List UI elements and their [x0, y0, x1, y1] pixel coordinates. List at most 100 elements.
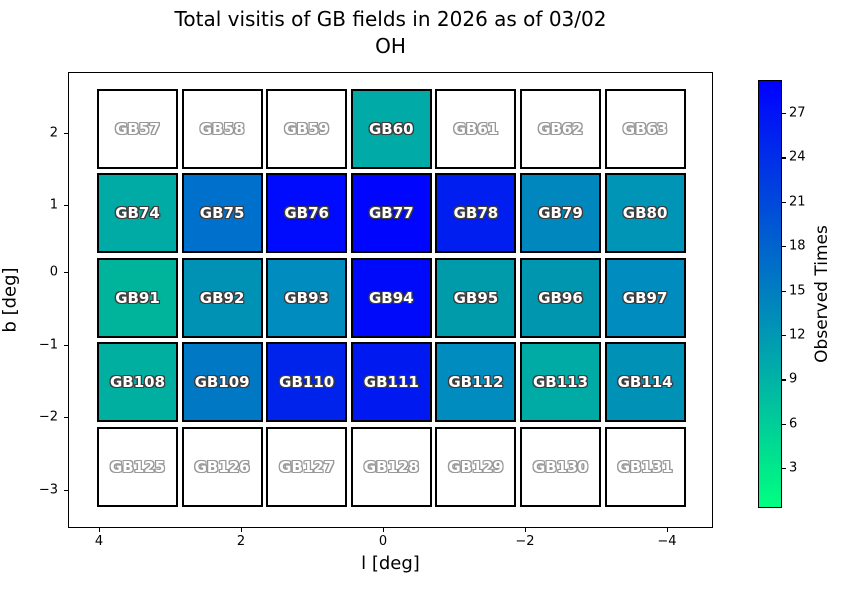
field-cell-label: GB74 — [115, 204, 160, 223]
colorbar-tick-label: 27 — [789, 105, 806, 121]
field-cell-label: GB63 — [622, 120, 668, 138]
colorbar-tick-label: 21 — [789, 194, 806, 210]
field-cell-GB80: GB80 — [604, 173, 686, 254]
x-axis-label: l [deg] — [361, 553, 420, 574]
field-cell-GB128: GB128 — [350, 426, 432, 507]
y-tick-mark — [64, 272, 68, 274]
colorbar-tick-mark — [782, 334, 786, 337]
field-cell-GB62: GB62 — [520, 89, 601, 169]
field-cell-label: GB78 — [453, 204, 499, 223]
field-cell-label: GB94 — [368, 288, 414, 307]
colorbar-tick-mark — [782, 201, 786, 204]
field-cell-GB76: GB76 — [266, 173, 348, 254]
y-tick-label: 1 — [49, 197, 58, 213]
chart-title: Total visitis of GB fields in 2026 as of… — [174, 7, 607, 31]
field-cell-GB129: GB129 — [435, 426, 517, 507]
y-tick-mark — [64, 133, 68, 135]
field-cell-label: GB129 — [448, 457, 504, 476]
field-cell-label: GB93 — [284, 288, 329, 307]
x-tick-mark — [383, 528, 385, 532]
colorbar-tick-mark — [782, 468, 786, 470]
field-cell-label: GB75 — [199, 204, 245, 223]
y-tick-mark — [64, 345, 68, 347]
field-cell-label: GB58 — [199, 120, 245, 138]
field-cell-GB97: GB97 — [604, 257, 686, 338]
field-cell-label: GB57 — [115, 120, 160, 138]
field-cell-label: GB60 — [368, 120, 414, 138]
field-cell-GB57: GB57 — [97, 89, 178, 169]
x-tick-mark — [241, 528, 243, 532]
field-cell-label: GB131 — [617, 457, 673, 476]
field-cell-GB60: GB60 — [350, 89, 432, 169]
field-cell-label: GB130 — [532, 457, 589, 476]
colorbar-tick-label: 24 — [789, 149, 806, 165]
colorbar-label: Observed Times — [812, 225, 832, 363]
field-cell-GB78: GB78 — [435, 173, 517, 254]
field-cell-GB92: GB92 — [181, 257, 263, 338]
field-cell-GB109: GB109 — [181, 342, 263, 423]
title-block: Total visitis of GB fields in 2026 as of… — [68, 6, 713, 60]
field-cell-GB112: GB112 — [435, 342, 517, 423]
x-tick-label: −2 — [515, 534, 535, 549]
field-cell-label: GB91 — [115, 288, 160, 307]
field-cell-GB130: GB130 — [520, 426, 601, 507]
y-tick-label: −2 — [38, 409, 58, 425]
field-cell-GB77: GB77 — [350, 173, 432, 254]
field-cell-label: GB108 — [109, 373, 166, 392]
field-cell-GB131: GB131 — [604, 426, 686, 507]
field-cell-label: GB128 — [363, 457, 419, 476]
field-cell-label: GB92 — [199, 288, 245, 307]
field-cell-label: GB79 — [538, 204, 583, 223]
field-cell-GB61: GB61 — [435, 89, 517, 169]
field-cell-GB108: GB108 — [97, 342, 178, 423]
field-cell-label: GB109 — [194, 373, 250, 392]
field-cell-label: GB96 — [538, 288, 583, 307]
colorbar-tick-mark — [782, 379, 786, 381]
field-cell-GB114: GB114 — [604, 342, 686, 423]
colorbar-tick-label: 9 — [789, 371, 798, 387]
field-cell-label: GB76 — [284, 204, 329, 223]
colorbar-tick-label: 12 — [789, 327, 806, 343]
field-cell-label: GB126 — [194, 457, 250, 476]
colorbar-tick-label: 18 — [789, 238, 806, 254]
field-cell-GB91: GB91 — [97, 257, 178, 338]
x-tick-mark — [667, 528, 669, 532]
field-cell-label: GB113 — [532, 373, 589, 392]
field-cell-GB113: GB113 — [520, 342, 601, 423]
field-cell-label: GB97 — [622, 288, 668, 307]
field-cell-label: GB61 — [453, 120, 499, 138]
x-tick-mark — [99, 528, 101, 532]
field-cell-GB63: GB63 — [604, 89, 686, 169]
y-tick-label: 2 — [49, 125, 58, 141]
y-axis-label: b [deg] — [0, 267, 21, 333]
y-tick-label: −1 — [38, 337, 58, 353]
colorbar-tick-label: 3 — [789, 460, 798, 476]
field-cell-GB127: GB127 — [266, 426, 348, 507]
field-cell-label: GB127 — [279, 457, 335, 476]
field-cell-label: GB95 — [453, 288, 499, 307]
field-cell-label: GB62 — [538, 120, 583, 138]
field-cell-label: GB77 — [368, 204, 414, 223]
x-tick-mark — [525, 528, 527, 532]
x-tick-label: 0 — [378, 534, 388, 549]
field-cell-GB59: GB59 — [266, 89, 348, 169]
field-cell-label: GB80 — [622, 204, 668, 223]
field-cell-GB79: GB79 — [520, 173, 601, 254]
colorbar-tick-mark — [782, 290, 786, 292]
field-cell-GB58: GB58 — [181, 89, 263, 169]
colorbar-tick-mark — [782, 423, 786, 425]
field-cell-label: GB110 — [279, 373, 335, 392]
field-cell-GB96: GB96 — [520, 257, 601, 338]
field-cell-GB126: GB126 — [181, 426, 263, 507]
field-cell-label: GB59 — [284, 120, 329, 138]
colorbar-tick-mark — [782, 157, 786, 159]
chart-subtitle: OH — [375, 34, 406, 58]
field-cell-label: GB111 — [363, 373, 419, 392]
y-tick-label: 0 — [49, 264, 58, 280]
field-cell-GB94: GB94 — [350, 257, 432, 338]
colorbar-tick-mark — [782, 113, 786, 115]
y-tick-mark — [64, 490, 68, 492]
field-cell-label: GB125 — [109, 457, 166, 476]
field-cell-label: GB114 — [617, 373, 673, 392]
